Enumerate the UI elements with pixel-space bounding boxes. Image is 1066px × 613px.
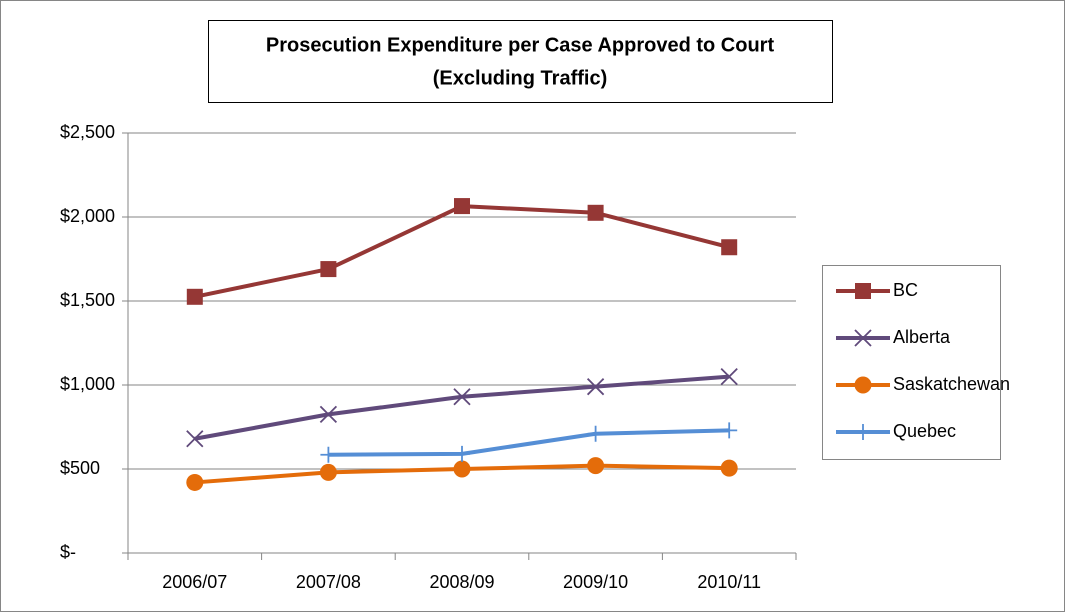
chart-title: Prosecution Expenditure per Case Approve… xyxy=(266,34,775,56)
x-tick-label: 2006/07 xyxy=(162,572,227,592)
data-point xyxy=(186,473,204,491)
series-line xyxy=(328,428,730,457)
y-tick-label: $2,500 xyxy=(60,122,115,142)
data-point xyxy=(721,422,738,439)
legend-marker xyxy=(855,283,871,299)
legend-label: Saskatchewan xyxy=(893,374,1010,394)
data-point xyxy=(587,457,605,475)
data-point xyxy=(586,378,605,396)
legend-label: BC xyxy=(893,280,918,300)
y-tick-label: $500 xyxy=(60,458,100,478)
y-tick-label: $- xyxy=(60,542,76,562)
data-point xyxy=(720,367,738,386)
data-point xyxy=(320,446,337,463)
legend-marker xyxy=(854,376,872,394)
y-tick-label: $1,500 xyxy=(60,290,115,310)
data-point xyxy=(453,460,471,478)
chart-subtitle: (Excluding Traffic) xyxy=(433,67,607,89)
x-tick-label: 2009/10 xyxy=(563,572,628,592)
y-tick-label: $1,000 xyxy=(60,374,115,394)
data-point xyxy=(319,463,337,481)
legend-box xyxy=(822,265,1001,460)
data-point xyxy=(186,430,204,448)
y-tick-label: $2,000 xyxy=(60,206,115,226)
data-point xyxy=(721,239,738,256)
data-point xyxy=(454,445,470,462)
x-tick-label: 2007/08 xyxy=(296,572,361,592)
data-point xyxy=(453,388,471,406)
legend-label: Alberta xyxy=(893,327,951,347)
data-point xyxy=(720,459,738,477)
legend-marker xyxy=(855,424,871,440)
title-box xyxy=(208,20,833,103)
data-point xyxy=(587,204,604,221)
data-point xyxy=(186,288,203,305)
x-tick-label: 2010/11 xyxy=(697,572,761,592)
legend-label: Quebec xyxy=(893,421,956,441)
data-point xyxy=(587,425,604,442)
data-point xyxy=(320,261,337,278)
data-point xyxy=(454,198,470,215)
data-point xyxy=(319,405,338,424)
legend-marker xyxy=(854,329,872,347)
x-tick-label: 2008/09 xyxy=(429,572,494,592)
